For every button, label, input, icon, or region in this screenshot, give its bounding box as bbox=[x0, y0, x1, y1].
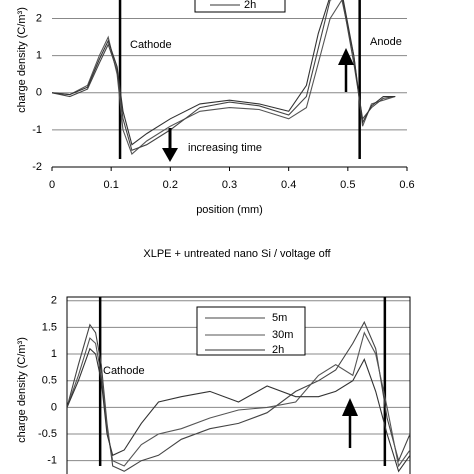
y-tick-label: 2 bbox=[51, 295, 57, 307]
y-tick-label: 1 bbox=[51, 348, 57, 360]
series-line bbox=[67, 331, 410, 468]
x-axis-title: position (mm) bbox=[196, 204, 263, 216]
legend-label: 30m bbox=[272, 329, 293, 341]
chart-title: XLPE + untreated nano Si / voltage off bbox=[143, 248, 331, 260]
x-tick-label: 0 bbox=[49, 179, 55, 191]
y-tick-label: -2 bbox=[32, 161, 42, 173]
x-tick-label: 0.4 bbox=[281, 179, 296, 191]
legend-label: 2h bbox=[272, 344, 284, 356]
x-tick-label: 0.5 bbox=[340, 179, 355, 191]
annotation: increasing time bbox=[188, 142, 262, 154]
y-axis-title: charge density (C/m³) bbox=[16, 7, 28, 113]
legend-label: 2h bbox=[244, 0, 256, 11]
plot-lines bbox=[67, 297, 410, 473]
y-tick-label: 1 bbox=[36, 50, 42, 62]
series-line bbox=[67, 320, 410, 472]
x-tick-label: 0.3 bbox=[222, 179, 237, 191]
y-tick-label: 0 bbox=[36, 87, 42, 99]
series-line bbox=[52, 0, 396, 146]
y-tick-label: 2 bbox=[36, 12, 42, 24]
plot-lines bbox=[52, 0, 396, 159]
series-line bbox=[52, 0, 396, 155]
y-tick-label: 1.5 bbox=[42, 321, 57, 333]
series-line bbox=[67, 347, 410, 473]
y-tick-label: -0.5 bbox=[38, 428, 57, 440]
series-line bbox=[52, 0, 396, 152]
annotation: Anode bbox=[370, 36, 402, 48]
x-tick-label: 0.6 bbox=[399, 179, 414, 191]
y-axis-title: charge density (C/m³) bbox=[16, 337, 28, 443]
legend-label: 5m bbox=[272, 312, 287, 324]
annotation: Cathode bbox=[103, 365, 145, 377]
x-tick-label: 0.2 bbox=[163, 179, 178, 191]
x-tick-label: 0.1 bbox=[104, 179, 119, 191]
y-tick-label: 0.5 bbox=[42, 375, 57, 387]
y-tick-label: -1 bbox=[32, 124, 42, 136]
arrows bbox=[162, 48, 358, 448]
legend-box bbox=[196, 306, 306, 356]
annotation: Cathode bbox=[130, 39, 172, 51]
y-tick-label: 0 bbox=[51, 401, 57, 413]
y-tick-label: -1 bbox=[47, 455, 57, 467]
plot-frame bbox=[66, 296, 411, 474]
legend-box bbox=[194, 0, 286, 13]
